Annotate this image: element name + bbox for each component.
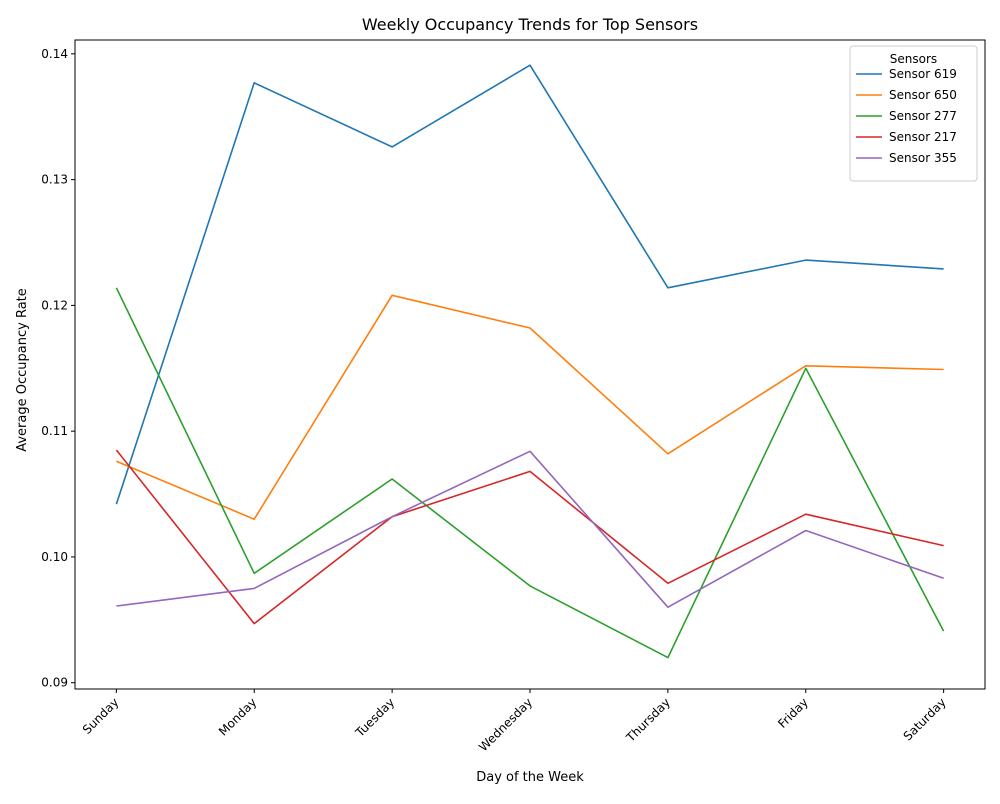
- y-tick-label: 0.14: [41, 47, 68, 61]
- series-line-sensor-355: [116, 450, 944, 609]
- series-line-sensor-650: [116, 294, 944, 521]
- legend-title: Sensors: [890, 52, 937, 66]
- chart-title: Weekly Occupancy Trends for Top Sensors: [362, 15, 698, 34]
- x-tick-label: Wednesday: [476, 695, 535, 754]
- series-line-sensor-277: [115, 287, 945, 659]
- y-tick-label: 0.12: [41, 298, 68, 312]
- plot-frame: [74, 39, 986, 690]
- plot-area: 0.09 0.10 0.11 0.12 0.13 0.14 Sunday Monday Tues…: [41, 39, 986, 754]
- y-tick-label: 0.09: [41, 676, 68, 690]
- x-tick-label: Saturday: [901, 695, 949, 743]
- series-line-sensor-217: [115, 449, 944, 625]
- series-line-sensor-619: [115, 64, 944, 505]
- legend-box: [849, 45, 978, 182]
- x-tick-label: Sunday: [80, 695, 122, 737]
- x-axis-label: Day of the Week: [476, 770, 584, 785]
- y-axis-label: Average Occupancy Rate: [15, 288, 30, 452]
- y-tick-label: 0.11: [41, 424, 68, 438]
- legend-label-sensor-355: Sensor 355: [889, 151, 957, 165]
- legend-label-sensor-650: Sensor 650: [889, 88, 957, 102]
- x-tick-label: Monday: [216, 695, 259, 738]
- legend-label-sensor-217: Sensor 217: [889, 130, 957, 144]
- x-tick-label: Friday: [775, 695, 811, 731]
- legend-label-sensor-619: Sensor 619: [889, 67, 957, 81]
- x-tick-label: Thursday: [623, 695, 673, 745]
- x-tick-label: Tuesday: [352, 695, 397, 740]
- y-tick-label: 0.13: [41, 173, 68, 187]
- legend-label-sensor-277: Sensor 277: [889, 109, 957, 123]
- y-tick-label: 0.10: [41, 550, 68, 564]
